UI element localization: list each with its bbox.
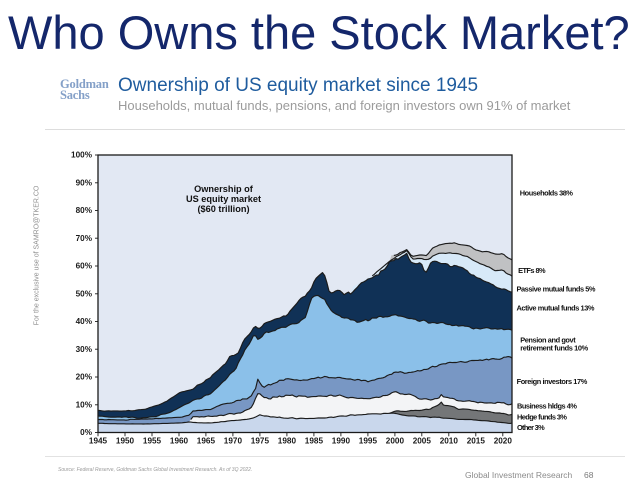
svg-text:ETFs 8%: ETFs 8% xyxy=(518,266,546,275)
svg-text:60%: 60% xyxy=(76,262,93,271)
svg-text:1965: 1965 xyxy=(197,437,216,446)
svg-text:2015: 2015 xyxy=(467,437,486,446)
svg-text:2020: 2020 xyxy=(494,437,513,446)
svg-text:1955: 1955 xyxy=(143,437,162,446)
svg-text:Pension and govt: Pension and govt xyxy=(520,336,576,345)
svg-text:50%: 50% xyxy=(76,289,93,298)
svg-text:40%: 40% xyxy=(76,317,93,326)
svg-text:30%: 30% xyxy=(76,345,93,354)
svg-text:2000: 2000 xyxy=(386,437,405,446)
svg-text:100%: 100% xyxy=(71,151,93,160)
svg-text:2010: 2010 xyxy=(440,437,459,446)
svg-text:10%: 10% xyxy=(76,400,93,409)
svg-text:US equity market: US equity market xyxy=(186,194,261,204)
svg-text:1990: 1990 xyxy=(332,437,351,446)
svg-text:retirement funds 10%: retirement funds 10% xyxy=(520,344,588,353)
svg-text:Ownership of: Ownership of xyxy=(194,184,254,194)
svg-text:1985: 1985 xyxy=(305,437,324,446)
svg-text:80%: 80% xyxy=(76,206,93,215)
svg-text:Hedge funds 3%: Hedge funds 3% xyxy=(517,412,567,421)
svg-text:Other 3%: Other 3% xyxy=(517,423,545,432)
svg-text:Households 38%: Households 38% xyxy=(520,189,574,198)
svg-text:1945: 1945 xyxy=(89,437,108,446)
svg-text:Passive mutual funds 5%: Passive mutual funds 5% xyxy=(517,284,596,293)
svg-text:20%: 20% xyxy=(76,373,93,382)
svg-text:Active mutual funds 13%: Active mutual funds 13% xyxy=(517,303,595,312)
svg-text:2005: 2005 xyxy=(413,437,432,446)
svg-text:70%: 70% xyxy=(76,234,93,243)
svg-text:1970: 1970 xyxy=(224,437,243,446)
svg-text:90%: 90% xyxy=(76,178,93,187)
svg-text:1960: 1960 xyxy=(170,437,189,446)
svg-text:1980: 1980 xyxy=(278,437,297,446)
svg-text:Foreign investors 17%: Foreign investors 17% xyxy=(517,377,588,386)
svg-text:1995: 1995 xyxy=(359,437,378,446)
svg-text:1950: 1950 xyxy=(116,437,135,446)
svg-text:Business hldgs 4%: Business hldgs 4% xyxy=(517,402,577,411)
svg-text:1975: 1975 xyxy=(251,437,270,446)
svg-text:0%: 0% xyxy=(80,428,93,437)
svg-text:($60 trillion): ($60 trillion) xyxy=(197,204,249,214)
